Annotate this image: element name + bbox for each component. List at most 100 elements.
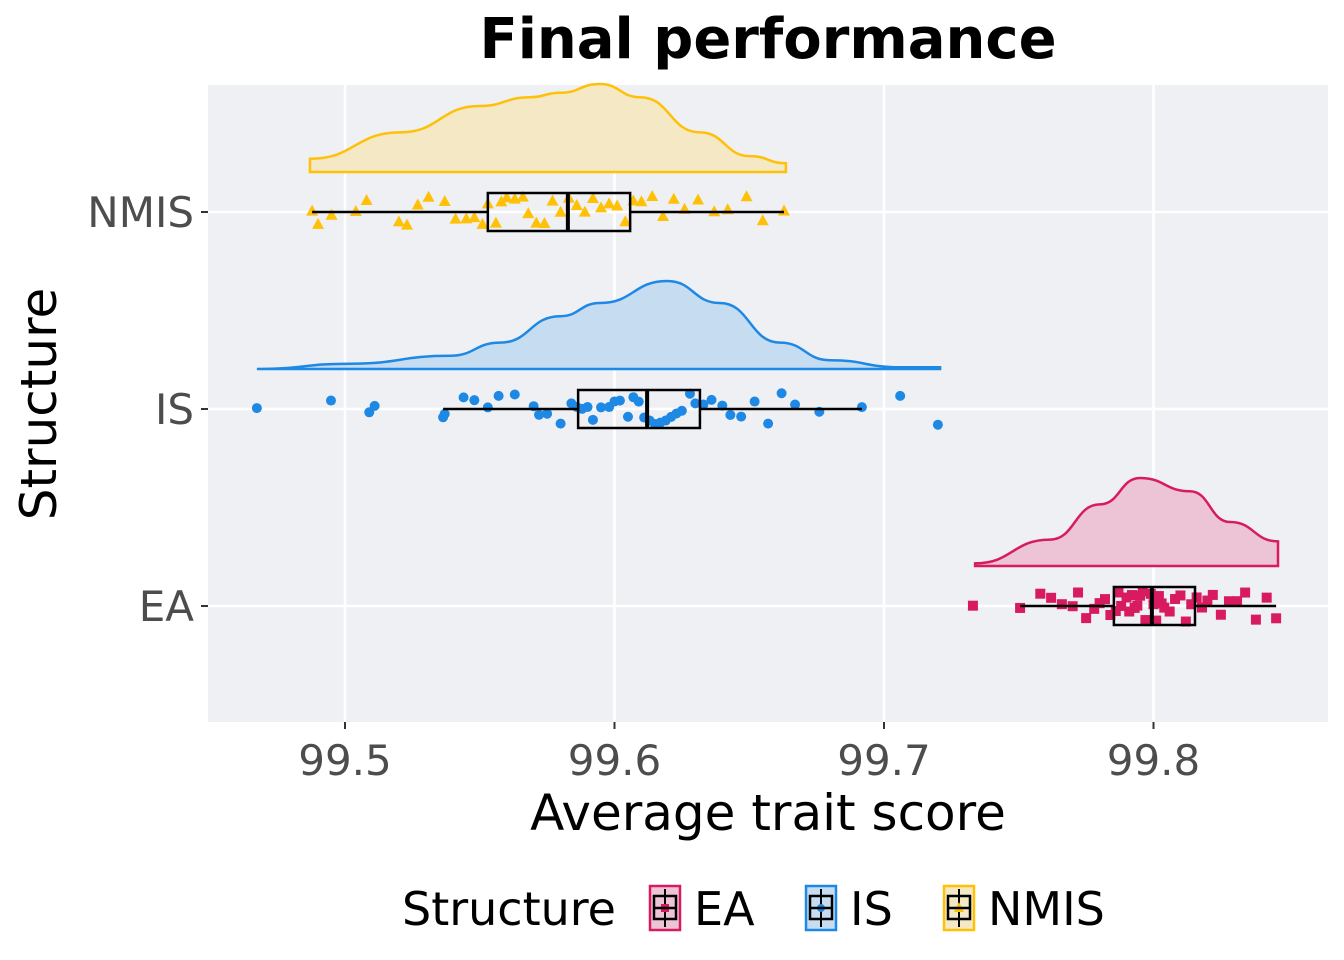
point-ea xyxy=(1035,588,1046,599)
point-nmis xyxy=(635,195,648,207)
point-nmis xyxy=(740,190,753,202)
x-tick-label: 99.7 xyxy=(837,736,931,785)
point-ea xyxy=(1164,606,1175,617)
point-ea xyxy=(1170,593,1181,604)
x-tick-label: 99.8 xyxy=(1107,736,1201,785)
point-is xyxy=(469,395,480,406)
point-is xyxy=(622,411,633,422)
point-nmis xyxy=(646,190,659,202)
point-nmis xyxy=(619,215,632,227)
point-nmis xyxy=(522,207,535,219)
point-nmis xyxy=(657,209,670,221)
legend-item-nmis: NMIS xyxy=(942,882,1105,936)
legend-title: Structure xyxy=(402,882,616,936)
point-is xyxy=(614,395,625,406)
point-ea xyxy=(1175,590,1186,601)
point-ea xyxy=(1215,609,1226,620)
point-is xyxy=(534,409,545,420)
point-nmis xyxy=(495,195,508,207)
point-nmis xyxy=(546,194,559,206)
point-ea xyxy=(1121,592,1132,603)
point-ea xyxy=(1073,587,1084,598)
x-tick-label: 99.6 xyxy=(568,736,662,785)
point-nmis xyxy=(530,216,543,228)
point-ea xyxy=(1197,602,1208,613)
point-ea xyxy=(1159,602,1170,613)
point-nmis xyxy=(476,217,489,229)
point-is xyxy=(895,390,906,401)
point-nmis xyxy=(489,216,502,228)
point-nmis xyxy=(570,198,583,210)
point-is xyxy=(749,396,760,407)
y-tick-label: EA xyxy=(139,582,195,631)
point-is xyxy=(776,388,787,399)
point-is xyxy=(856,402,867,413)
point-nmis xyxy=(438,194,451,206)
point-is xyxy=(676,405,687,416)
box-nmis xyxy=(486,191,632,233)
point-ea xyxy=(1137,586,1148,597)
point-ea xyxy=(1116,600,1127,611)
point-nmis xyxy=(611,199,624,211)
point-is xyxy=(706,394,717,405)
point-nmis xyxy=(468,211,481,223)
point-ea xyxy=(1202,595,1213,606)
y-tick-label: NMIS xyxy=(87,188,194,237)
density-is xyxy=(256,279,942,371)
point-ea xyxy=(1110,606,1121,617)
point-ea xyxy=(1046,592,1057,603)
point-is xyxy=(555,418,566,429)
point-is xyxy=(458,392,469,403)
point-ea xyxy=(1132,600,1143,611)
point-nmis xyxy=(422,190,435,202)
point-nmis xyxy=(578,205,591,217)
point-nmis xyxy=(500,191,513,203)
point-ea xyxy=(1151,615,1162,626)
y-tick-label: IS xyxy=(155,385,194,434)
point-ea xyxy=(1015,602,1026,613)
y-axis-label: Structure xyxy=(10,288,68,521)
point-ea xyxy=(1153,591,1164,602)
point-ea xyxy=(967,600,978,611)
x-axis-label: Average trait score xyxy=(530,784,1006,842)
point-is xyxy=(439,408,450,419)
point-nmis xyxy=(538,216,551,228)
point-is xyxy=(684,388,695,399)
point-is xyxy=(790,399,801,410)
point-nmis xyxy=(595,201,608,213)
point-is xyxy=(369,400,380,411)
point-ea xyxy=(1240,587,1251,598)
point-ea xyxy=(1081,613,1092,624)
point-nmis xyxy=(516,190,529,202)
point-is xyxy=(482,402,493,413)
point-nmis xyxy=(392,215,405,227)
point-ea xyxy=(1099,594,1110,605)
point-ea xyxy=(1143,616,1154,627)
point-is xyxy=(690,398,701,409)
point-ea xyxy=(1089,603,1100,614)
point-nmis xyxy=(692,193,705,205)
point-is xyxy=(633,396,644,407)
point-ea xyxy=(1232,596,1243,607)
point-nmis xyxy=(667,192,680,204)
legend-label: IS xyxy=(850,882,893,936)
x-tick-label: 99.5 xyxy=(298,736,392,785)
point-is xyxy=(251,403,262,414)
point-nmis xyxy=(603,197,616,209)
point-is xyxy=(596,402,607,413)
density-nmis xyxy=(308,82,788,174)
point-is xyxy=(763,418,774,429)
point-nmis xyxy=(586,192,599,204)
point-nmis xyxy=(449,212,462,224)
point-is xyxy=(587,414,598,425)
point-nmis xyxy=(756,214,769,226)
point-nmis xyxy=(349,205,362,217)
point-ea xyxy=(1180,616,1191,627)
point-nmis xyxy=(400,218,413,230)
point-nmis xyxy=(325,208,338,220)
box-is xyxy=(576,388,702,430)
point-is xyxy=(493,390,504,401)
legend: Structure EA IS NMIS xyxy=(402,882,1105,936)
